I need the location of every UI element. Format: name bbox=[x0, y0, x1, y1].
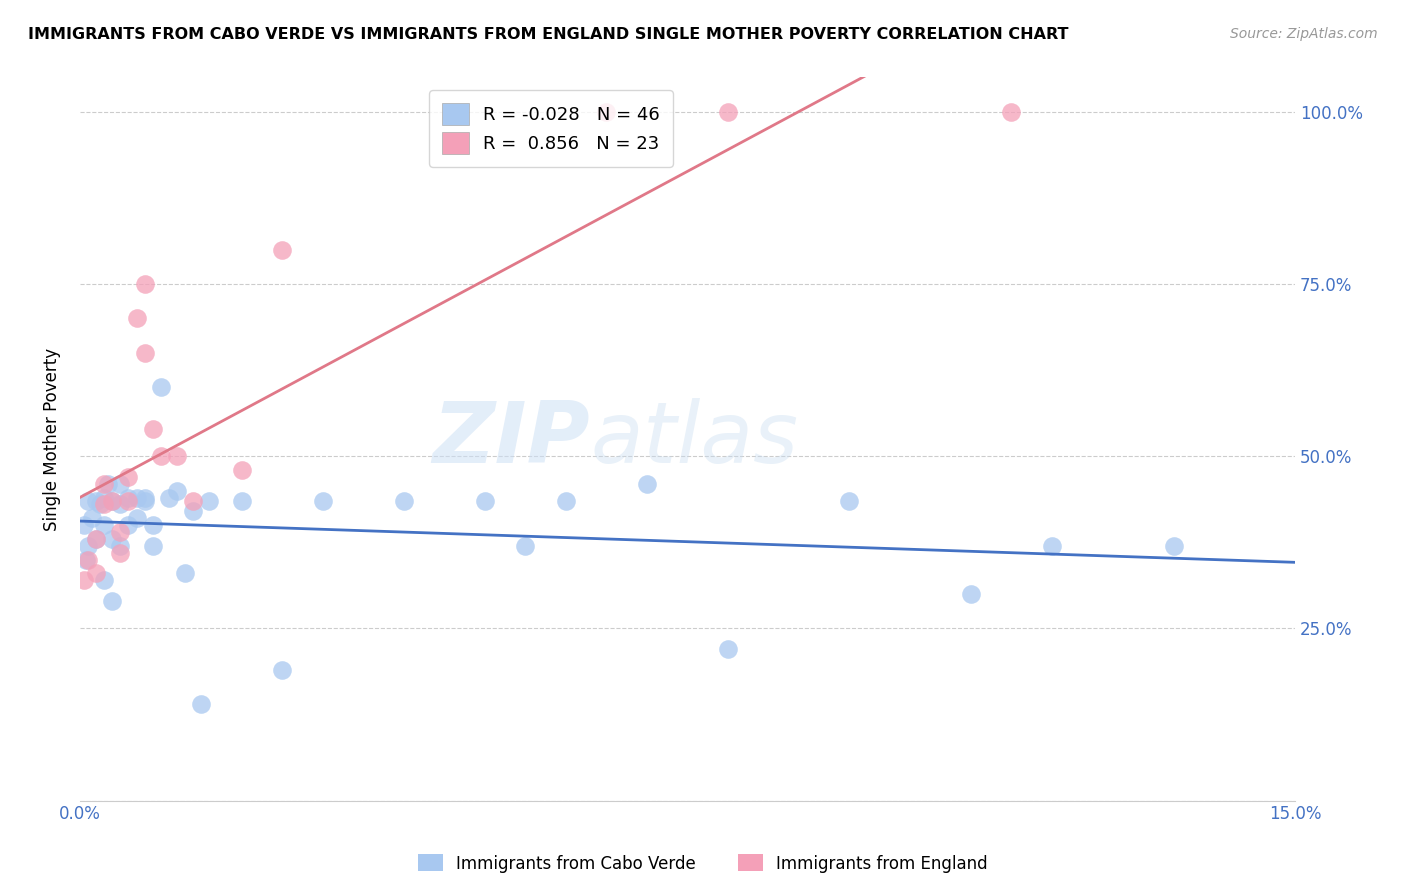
Point bbox=[80, 511, 103, 525]
Point bbox=[125, 511, 148, 525]
Point bbox=[960, 587, 983, 601]
Point bbox=[93, 498, 115, 512]
Point bbox=[125, 311, 148, 326]
Point bbox=[101, 494, 124, 508]
Point bbox=[142, 539, 165, 553]
Point bbox=[181, 494, 204, 508]
Point bbox=[271, 243, 294, 257]
Point bbox=[117, 491, 139, 505]
Point bbox=[110, 498, 132, 512]
Point bbox=[89, 498, 111, 512]
Text: atlas: atlas bbox=[591, 398, 799, 481]
Legend: Immigrants from Cabo Verde, Immigrants from England: Immigrants from Cabo Verde, Immigrants f… bbox=[412, 847, 994, 880]
Point bbox=[1040, 539, 1063, 553]
Point bbox=[717, 642, 740, 657]
Point bbox=[134, 277, 156, 291]
Point bbox=[110, 476, 132, 491]
Point bbox=[198, 494, 221, 508]
Point bbox=[77, 494, 100, 508]
Point bbox=[93, 491, 115, 505]
Point bbox=[134, 491, 156, 505]
Point bbox=[77, 552, 100, 566]
Point bbox=[134, 346, 156, 360]
Point bbox=[636, 476, 658, 491]
Point bbox=[271, 663, 294, 677]
Point bbox=[84, 532, 107, 546]
Legend: R = -0.028   N = 46, R =  0.856   N = 23: R = -0.028 N = 46, R = 0.856 N = 23 bbox=[429, 90, 672, 167]
Point bbox=[515, 539, 537, 553]
Point bbox=[110, 546, 132, 560]
Point bbox=[134, 494, 156, 508]
Point bbox=[149, 380, 172, 394]
Point bbox=[1000, 104, 1022, 119]
Point bbox=[75, 552, 97, 566]
Point bbox=[73, 518, 96, 533]
Point bbox=[84, 566, 107, 581]
Point bbox=[84, 532, 107, 546]
Point bbox=[93, 573, 115, 587]
Point bbox=[717, 104, 740, 119]
Point bbox=[97, 476, 120, 491]
Point bbox=[110, 539, 132, 553]
Point bbox=[838, 494, 860, 508]
Point bbox=[93, 476, 115, 491]
Point bbox=[149, 449, 172, 463]
Point bbox=[231, 463, 253, 477]
Point bbox=[117, 494, 139, 508]
Point bbox=[555, 494, 578, 508]
Point bbox=[595, 104, 617, 119]
Point bbox=[174, 566, 197, 581]
Point bbox=[142, 422, 165, 436]
Point bbox=[110, 524, 132, 539]
Point bbox=[142, 518, 165, 533]
Point bbox=[392, 494, 415, 508]
Point bbox=[93, 518, 115, 533]
Point bbox=[117, 518, 139, 533]
Point bbox=[84, 494, 107, 508]
Point bbox=[231, 494, 253, 508]
Point bbox=[117, 470, 139, 484]
Text: ZIP: ZIP bbox=[433, 398, 591, 481]
Point bbox=[101, 494, 124, 508]
Point bbox=[101, 594, 124, 608]
Point bbox=[101, 532, 124, 546]
Point bbox=[77, 539, 100, 553]
Point bbox=[190, 697, 212, 711]
Text: Source: ZipAtlas.com: Source: ZipAtlas.com bbox=[1230, 27, 1378, 41]
Y-axis label: Single Mother Poverty: Single Mother Poverty bbox=[44, 348, 60, 531]
Point bbox=[474, 494, 496, 508]
Point bbox=[166, 483, 188, 498]
Point bbox=[73, 573, 96, 587]
Point bbox=[1163, 539, 1185, 553]
Point bbox=[125, 491, 148, 505]
Point bbox=[166, 449, 188, 463]
Point bbox=[181, 504, 204, 518]
Point bbox=[312, 494, 335, 508]
Text: IMMIGRANTS FROM CABO VERDE VS IMMIGRANTS FROM ENGLAND SINGLE MOTHER POVERTY CORR: IMMIGRANTS FROM CABO VERDE VS IMMIGRANTS… bbox=[28, 27, 1069, 42]
Point bbox=[157, 491, 180, 505]
